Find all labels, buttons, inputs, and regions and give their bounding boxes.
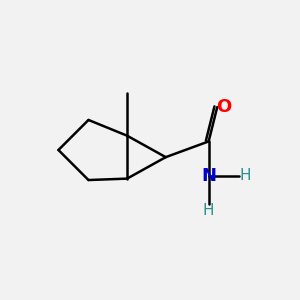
Text: O: O — [216, 98, 231, 116]
Text: H: H — [203, 203, 214, 218]
Text: N: N — [201, 167, 216, 185]
Text: H: H — [239, 168, 251, 183]
